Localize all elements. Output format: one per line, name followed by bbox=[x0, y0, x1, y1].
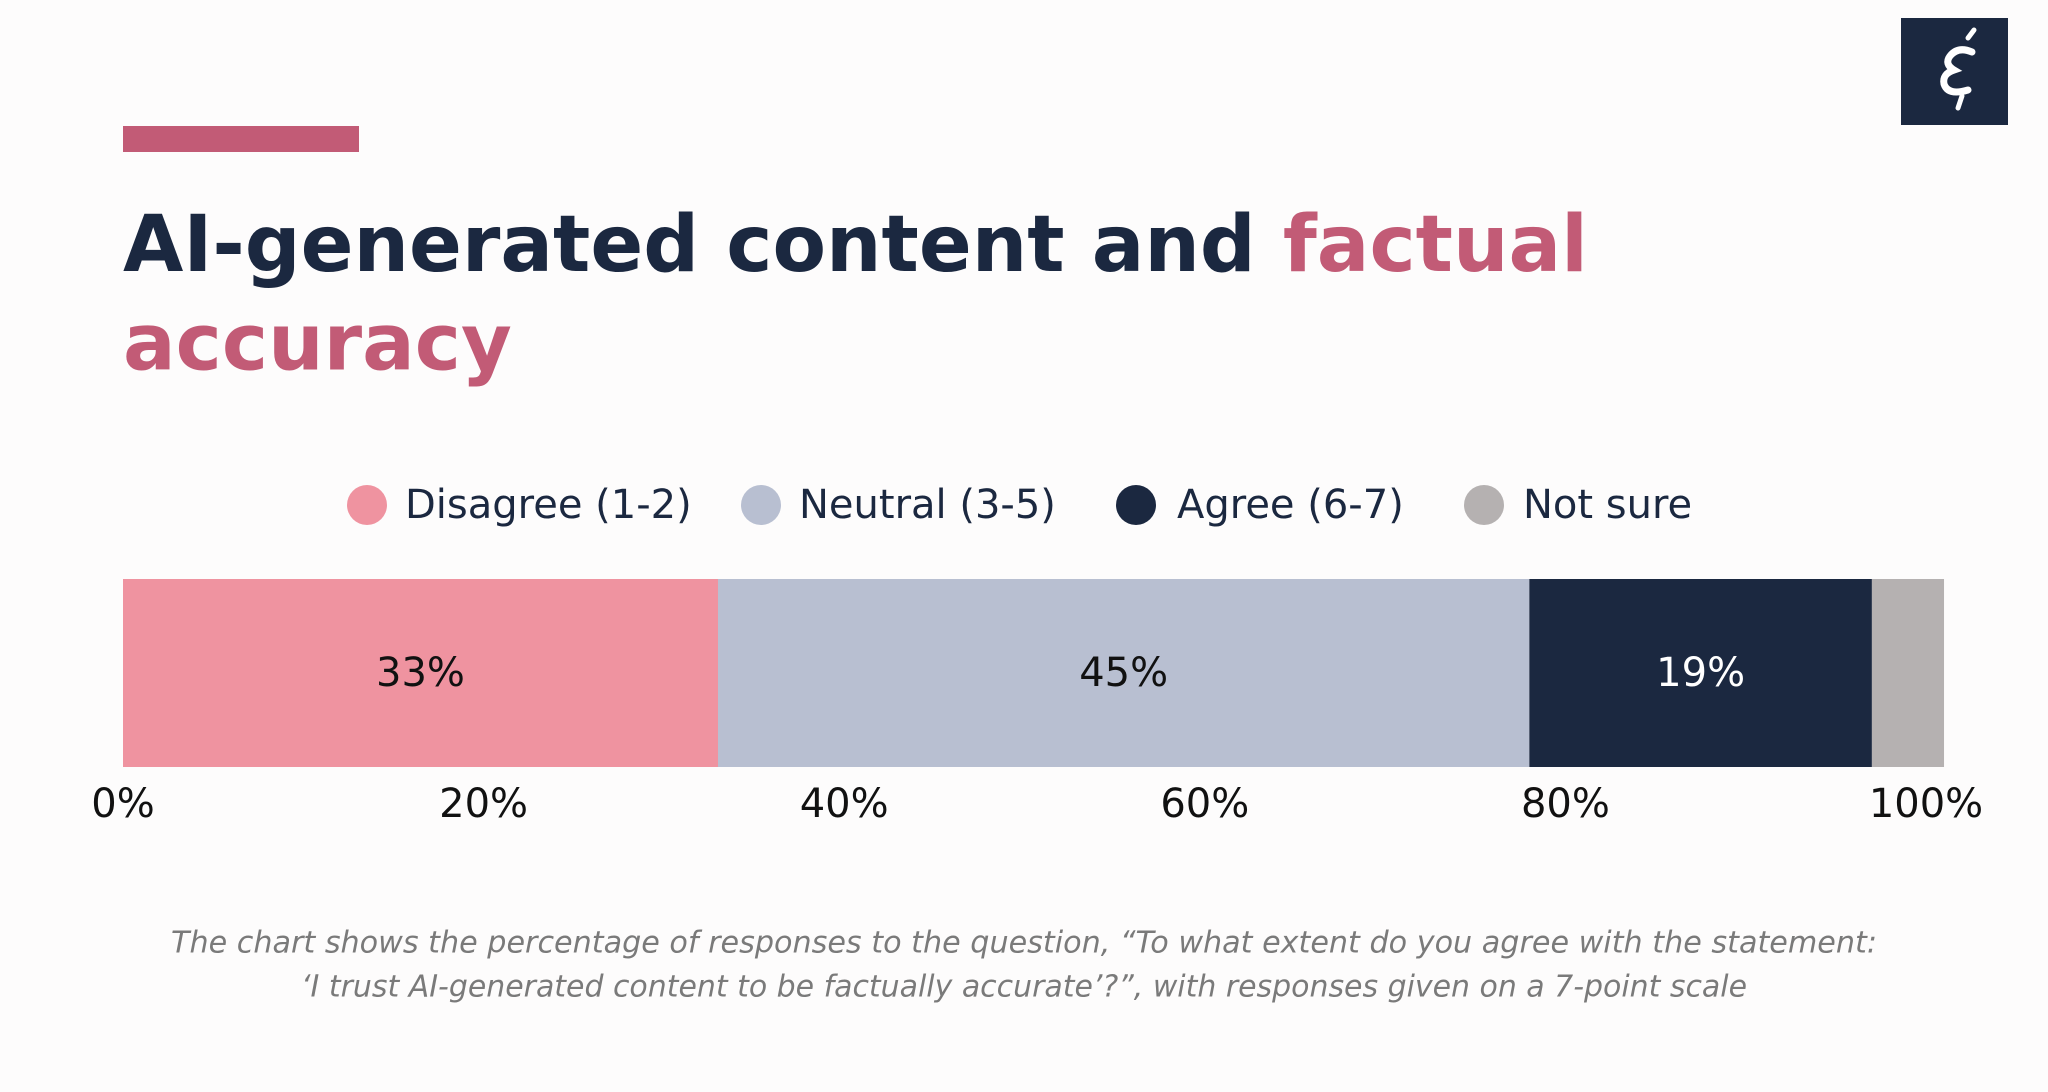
chart-title: AI-generated content and factual bbox=[123, 200, 1588, 290]
note-line: ‘I trust AI-generated content to be fact… bbox=[301, 970, 1747, 1005]
logo bbox=[1901, 18, 2008, 125]
legend-label: Agree (6-7) bbox=[1177, 482, 1404, 528]
title-highlight: accuracy bbox=[123, 298, 512, 388]
note-line: The chart shows the percentage of respon… bbox=[171, 926, 1877, 961]
legend-label: Disagree (1-2) bbox=[405, 482, 692, 528]
title-highlight: factual bbox=[1283, 200, 1588, 290]
value-label: 45% bbox=[1079, 650, 1168, 696]
x-tick-label: 100% bbox=[1869, 781, 1983, 827]
x-tick-label: 0% bbox=[91, 781, 154, 827]
plot: 33% 45% 19% 0% 20% 40% 60% 80% 100% bbox=[91, 579, 1983, 827]
value-label: 19% bbox=[1656, 650, 1745, 696]
note: The chart shows the percentage of respon… bbox=[171, 926, 1877, 1005]
logo-accent bbox=[1955, 27, 1977, 111]
value-label: 33% bbox=[376, 650, 465, 696]
title-part: AI-generated content and bbox=[123, 200, 1256, 290]
logo-glyph bbox=[1940, 46, 1976, 96]
bar-segment bbox=[717, 579, 1530, 767]
accent-bar bbox=[123, 126, 359, 152]
legend-label: Not sure bbox=[1523, 482, 1692, 528]
legend: Disagree (1-2) Neutral (3-5) Agree (6-7) No… bbox=[347, 482, 1692, 528]
legend-swatch bbox=[1464, 485, 1504, 525]
legend-swatch bbox=[1116, 485, 1156, 525]
x-tick-label: 20% bbox=[439, 781, 528, 827]
x-tick-label: 80% bbox=[1521, 781, 1610, 827]
bar-segment bbox=[123, 579, 718, 767]
legend-label: Neutral (3-5) bbox=[799, 482, 1056, 528]
legend-swatch bbox=[347, 485, 387, 525]
bar-segment bbox=[1871, 579, 1945, 767]
x-tick-label: 40% bbox=[800, 781, 889, 827]
x-tick-label: 60% bbox=[1160, 781, 1249, 827]
legend-swatch bbox=[741, 485, 781, 525]
bar-segment bbox=[1529, 579, 1872, 767]
